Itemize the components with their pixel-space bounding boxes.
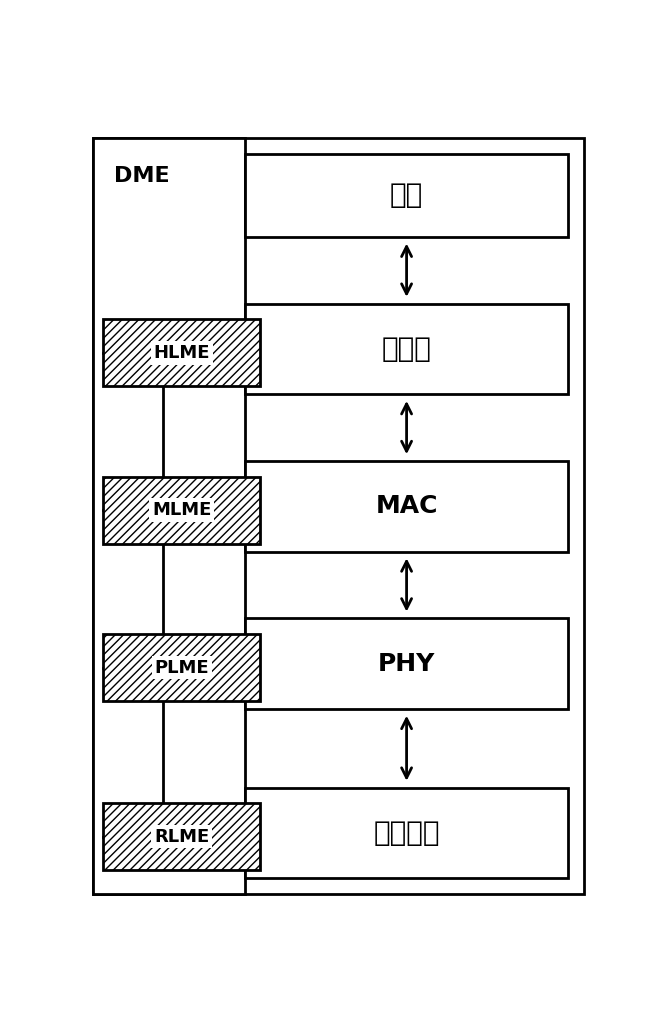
Text: 较高层: 较高层 [382,335,432,363]
Text: 天线模拟: 天线模拟 [373,819,440,847]
Bar [245,154,568,237]
Text: PLME: PLME [154,658,209,677]
Bar [245,304,568,394]
Bar [103,319,260,386]
Bar [103,634,260,701]
Text: DME: DME [114,166,169,186]
Text: MLME: MLME [152,501,211,519]
Bar [245,788,568,878]
Bar [245,461,568,552]
Text: PHY: PHY [378,652,436,676]
Bar [103,803,260,871]
Bar [245,618,568,709]
Bar [93,138,245,894]
Text: RLME: RLME [154,828,210,846]
Text: HLME: HLME [154,343,210,362]
Bar [103,476,260,544]
Text: 应用: 应用 [390,182,423,210]
Text: MAC: MAC [375,495,438,518]
